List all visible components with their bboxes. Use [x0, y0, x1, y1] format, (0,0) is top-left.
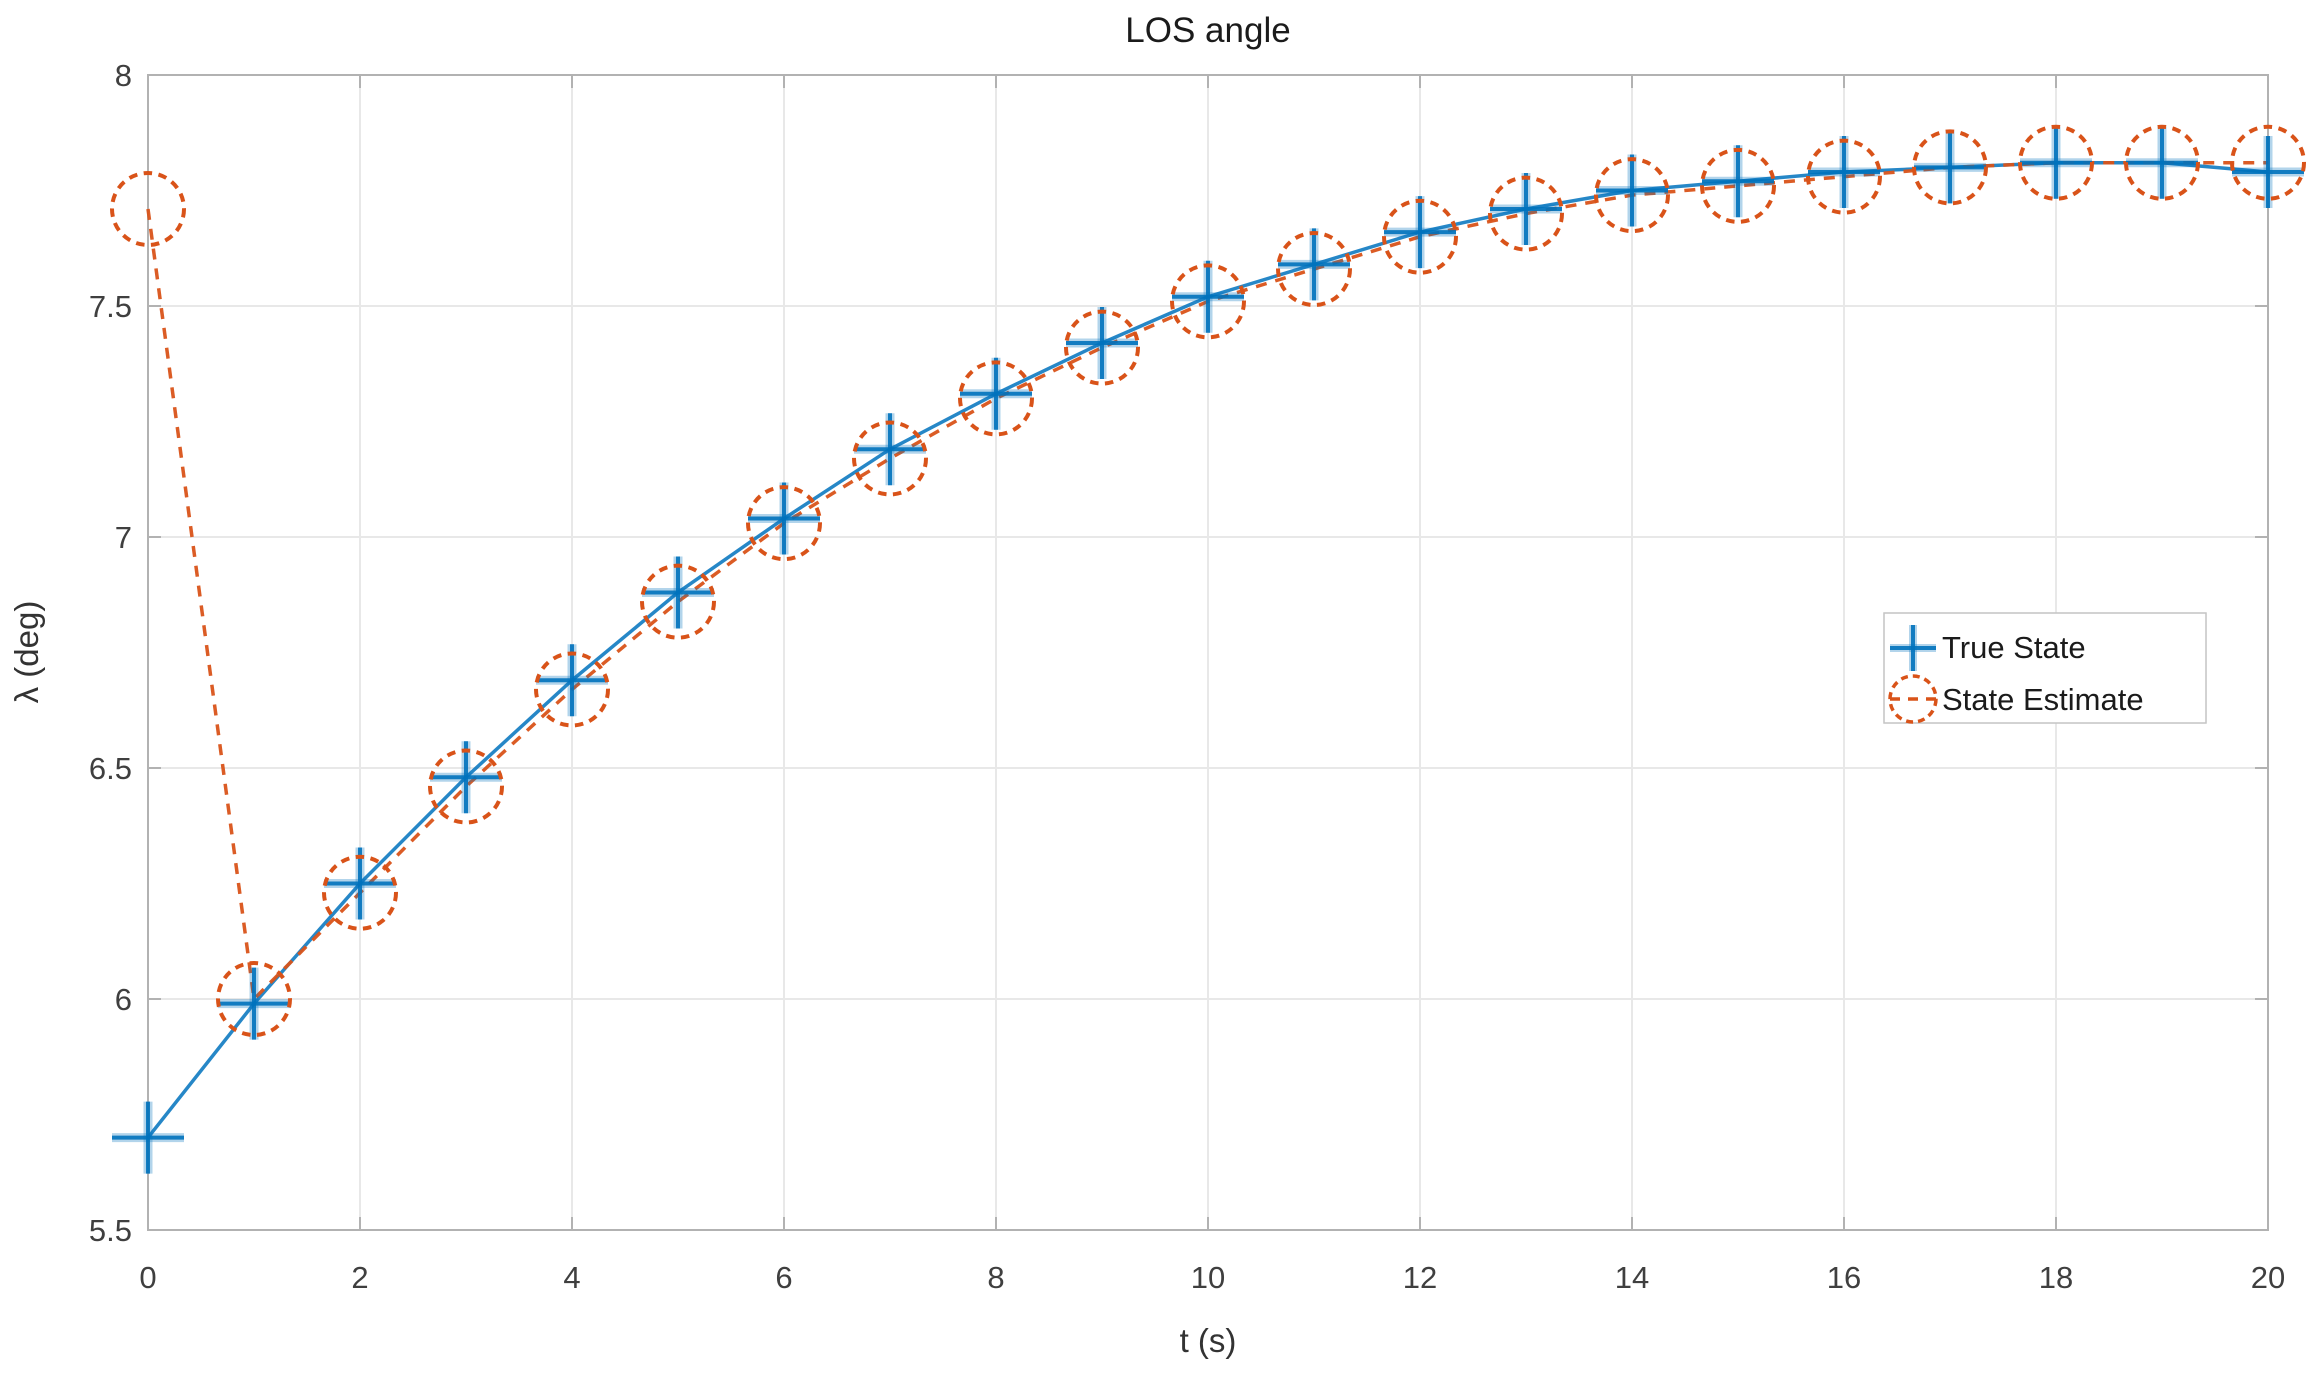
circle-marker [534, 651, 610, 728]
y-tick-label: 8 [115, 58, 132, 93]
legend-box [1883, 612, 2207, 724]
x-tick-label: 8 [987, 1260, 1004, 1295]
circle-marker [1594, 157, 1670, 234]
circle-marker [110, 170, 186, 247]
x-tick-label: 10 [1191, 1260, 1225, 1295]
circle-marker [216, 961, 292, 1037]
circle-marker [852, 420, 928, 497]
legend-marker-state-estimate [1888, 674, 1938, 724]
x-tick-label: 16 [1827, 1260, 1861, 1295]
x-axis-label: t (s) [1180, 1322, 1237, 1359]
circle-marker [2124, 124, 2200, 201]
data-series [110, 124, 2306, 1174]
x-tick-label: 12 [1403, 1260, 1437, 1295]
circle-marker [1064, 309, 1140, 386]
axes-box [147, 74, 2269, 1231]
circle-marker [1382, 198, 1458, 275]
y-tick-label: 7.5 [89, 289, 132, 324]
x-tick-label: 0 [139, 1260, 156, 1295]
tick-labels: 0 2 4 6 8 10 12 14 16 18 20 5.5 6 6.5 7 7.5 8 [89, 58, 2285, 1295]
y-tick-label: 5.5 [89, 1213, 132, 1248]
circle-marker [428, 748, 504, 825]
y-tick-label: 7 [115, 520, 132, 555]
circle-marker [1170, 263, 1246, 340]
circle-marker [958, 360, 1034, 437]
circle-marker [1700, 147, 1776, 224]
circle-marker [1806, 138, 1882, 215]
y-tick-label: 6 [115, 982, 132, 1017]
circle-marker [1276, 231, 1352, 308]
circle-marker [640, 563, 716, 640]
chart-title: LOS angle [1125, 11, 1290, 50]
circle-marker [1488, 175, 1564, 252]
circle-marker [2230, 124, 2306, 201]
x-tick-label: 6 [775, 1260, 792, 1295]
circle-marker [2018, 124, 2094, 201]
circle-marker [1912, 129, 1988, 206]
legend-marker-true-state [1890, 625, 1936, 671]
legend: True State State Estimate [1883, 612, 2207, 724]
circle-marker [322, 854, 398, 931]
legend-label-true-state: True State [1942, 630, 2086, 665]
x-tick-label: 14 [1615, 1260, 1649, 1295]
x-tick-label: 4 [563, 1260, 580, 1295]
legend-label-state-estimate: State Estimate [1942, 682, 2144, 717]
legend-circle-marker [1888, 674, 1938, 724]
x-tick-label: 20 [2251, 1260, 2285, 1295]
y-axis-label: λ (deg) [8, 601, 45, 704]
y-tick-label: 6.5 [89, 751, 132, 786]
x-tick-label: 18 [2039, 1260, 2073, 1295]
x-tick-label: 2 [351, 1260, 368, 1295]
circle-marker [746, 485, 822, 562]
